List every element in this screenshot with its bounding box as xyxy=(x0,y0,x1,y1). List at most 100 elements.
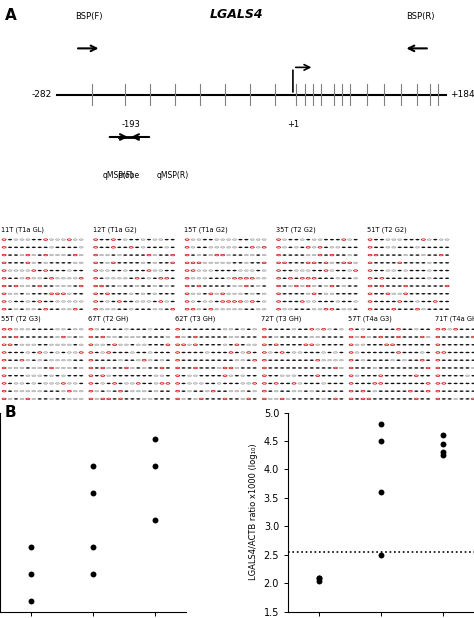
Circle shape xyxy=(268,352,273,353)
Circle shape xyxy=(410,270,414,271)
Circle shape xyxy=(154,344,158,345)
Circle shape xyxy=(268,329,273,330)
Circle shape xyxy=(148,360,152,361)
Circle shape xyxy=(316,398,320,400)
Circle shape xyxy=(37,367,42,369)
Circle shape xyxy=(235,391,239,392)
Circle shape xyxy=(355,344,359,345)
Circle shape xyxy=(229,375,233,376)
Circle shape xyxy=(227,247,231,248)
Circle shape xyxy=(67,262,72,263)
Circle shape xyxy=(129,286,133,287)
Circle shape xyxy=(391,352,395,353)
Circle shape xyxy=(123,301,128,302)
Circle shape xyxy=(253,375,257,376)
Circle shape xyxy=(454,344,458,345)
Circle shape xyxy=(292,329,296,330)
Circle shape xyxy=(241,398,245,400)
Circle shape xyxy=(447,367,452,369)
Circle shape xyxy=(8,383,12,384)
Circle shape xyxy=(427,277,431,279)
Circle shape xyxy=(159,239,163,240)
Circle shape xyxy=(286,391,290,392)
Circle shape xyxy=(49,344,54,345)
Circle shape xyxy=(118,336,123,338)
Circle shape xyxy=(166,367,170,369)
Circle shape xyxy=(442,391,446,392)
Circle shape xyxy=(171,286,175,287)
Circle shape xyxy=(14,270,18,271)
Circle shape xyxy=(447,352,452,353)
Circle shape xyxy=(262,277,266,279)
Circle shape xyxy=(8,247,12,248)
Circle shape xyxy=(402,360,407,361)
Circle shape xyxy=(300,286,304,287)
Circle shape xyxy=(354,277,358,279)
Circle shape xyxy=(107,391,111,392)
Circle shape xyxy=(253,329,257,330)
Circle shape xyxy=(396,360,401,361)
Circle shape xyxy=(118,375,123,376)
Circle shape xyxy=(135,301,139,302)
Circle shape xyxy=(238,247,243,248)
Circle shape xyxy=(142,329,146,330)
Circle shape xyxy=(336,301,340,302)
Circle shape xyxy=(374,293,378,295)
Circle shape xyxy=(205,391,210,392)
Circle shape xyxy=(316,391,320,392)
Circle shape xyxy=(148,391,152,392)
Point xyxy=(89,462,97,472)
Circle shape xyxy=(386,239,390,240)
Circle shape xyxy=(205,336,210,338)
Circle shape xyxy=(384,336,389,338)
Circle shape xyxy=(262,239,266,240)
Circle shape xyxy=(244,255,248,256)
Circle shape xyxy=(220,308,225,310)
Circle shape xyxy=(112,375,117,376)
Circle shape xyxy=(49,247,54,248)
Circle shape xyxy=(318,262,322,263)
Circle shape xyxy=(220,239,225,240)
Circle shape xyxy=(229,360,233,361)
Circle shape xyxy=(20,247,24,248)
Circle shape xyxy=(61,352,65,353)
Circle shape xyxy=(324,239,328,240)
Circle shape xyxy=(61,286,65,287)
Circle shape xyxy=(124,375,128,376)
Circle shape xyxy=(410,286,414,287)
Circle shape xyxy=(227,308,231,310)
Circle shape xyxy=(421,308,426,310)
Circle shape xyxy=(129,308,133,310)
Circle shape xyxy=(227,239,231,240)
Circle shape xyxy=(318,293,322,295)
Circle shape xyxy=(203,247,207,248)
Circle shape xyxy=(471,329,474,330)
Circle shape xyxy=(197,308,201,310)
Point xyxy=(27,542,35,552)
Circle shape xyxy=(182,391,186,392)
Circle shape xyxy=(229,336,233,338)
Circle shape xyxy=(37,391,42,392)
Circle shape xyxy=(355,375,359,376)
Circle shape xyxy=(26,344,30,345)
Circle shape xyxy=(130,360,135,361)
Circle shape xyxy=(415,247,419,248)
Circle shape xyxy=(354,301,358,302)
Circle shape xyxy=(73,398,77,400)
Circle shape xyxy=(193,398,198,400)
Circle shape xyxy=(79,344,83,345)
Circle shape xyxy=(229,398,233,400)
Circle shape xyxy=(100,329,105,330)
Circle shape xyxy=(187,360,191,361)
Circle shape xyxy=(354,239,358,240)
Circle shape xyxy=(182,352,186,353)
Circle shape xyxy=(250,293,255,295)
Circle shape xyxy=(130,375,135,376)
Circle shape xyxy=(197,293,201,295)
Circle shape xyxy=(117,270,121,271)
Circle shape xyxy=(129,255,133,256)
Circle shape xyxy=(318,301,322,302)
Circle shape xyxy=(227,277,231,279)
Circle shape xyxy=(37,308,42,310)
Circle shape xyxy=(244,262,248,263)
